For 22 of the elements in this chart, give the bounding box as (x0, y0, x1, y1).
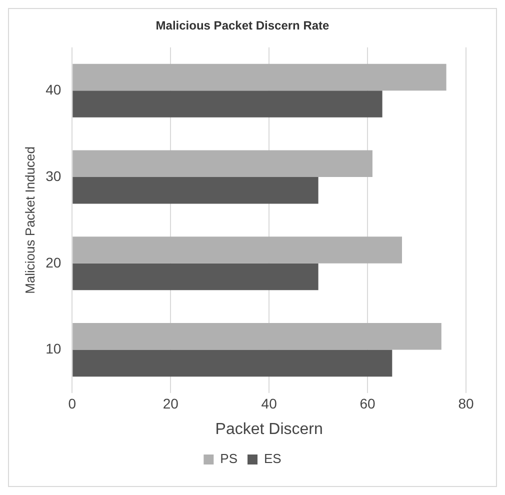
bar (72, 350, 392, 377)
x-tick-label: 20 (162, 395, 179, 412)
bar (72, 177, 318, 204)
bar (72, 90, 382, 118)
y-tick-label: 30 (46, 168, 62, 184)
bar (72, 236, 402, 264)
y-axis-title: Malicious Packet Induced (22, 146, 38, 294)
legend-label: PS (220, 451, 238, 466)
bar (72, 64, 446, 91)
x-tick-label: 40 (261, 395, 278, 412)
legend-label: ES (264, 451, 282, 466)
x-tick-label: 60 (360, 395, 376, 412)
y-tick-label: 20 (46, 254, 62, 270)
y-tick-label: 10 (46, 340, 62, 357)
bar (72, 323, 442, 350)
x-tick-label: 80 (458, 395, 474, 412)
y-tick-label: 40 (46, 81, 62, 98)
x-tick-label: 0 (68, 395, 76, 412)
chart-title: Malicious Packet Discern Rate (156, 18, 330, 33)
bar (72, 263, 318, 290)
bar (72, 150, 372, 177)
x-axis-title: Packet Discern (215, 420, 323, 438)
